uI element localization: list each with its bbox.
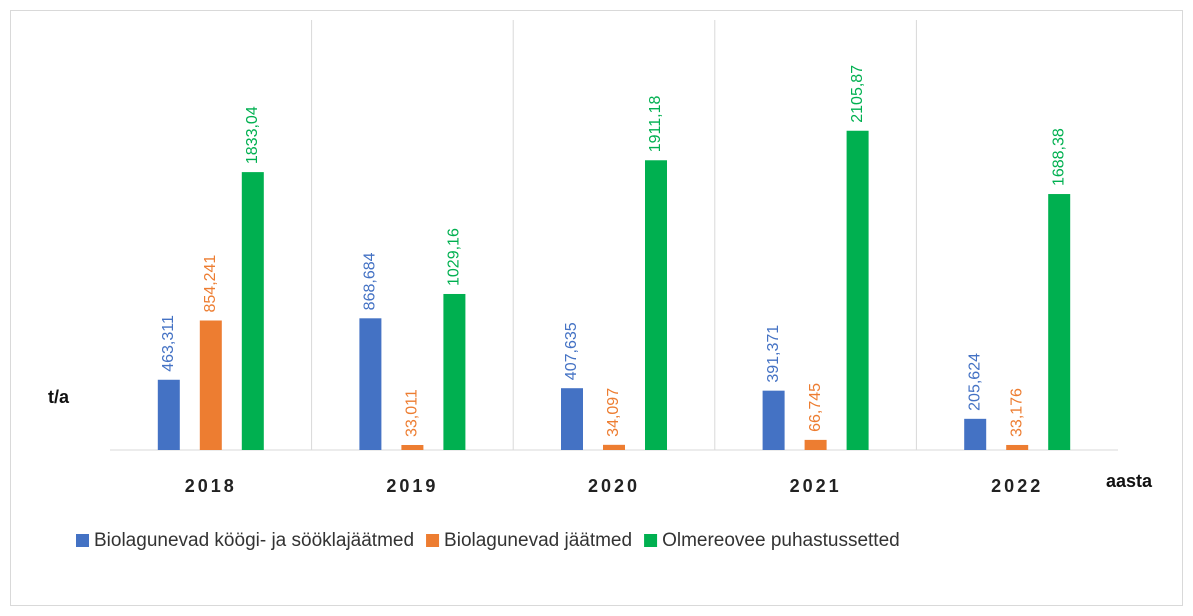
data-label: 1029,16: [446, 228, 463, 286]
bar: [645, 160, 667, 450]
data-label: 463,311: [160, 315, 177, 372]
bar: [199, 320, 222, 450]
x-tick-label: 2019: [386, 476, 438, 496]
data-label: 205,624: [966, 353, 983, 411]
bar: [359, 318, 382, 450]
legend-swatch: [426, 534, 440, 547]
bar: [964, 418, 987, 450]
data-label: 868,684: [362, 252, 379, 310]
chart-border: [10, 10, 1183, 606]
data-label: 1833,04: [244, 106, 261, 164]
x-tick-label: 2018: [185, 476, 237, 496]
bar: [157, 379, 180, 450]
x-tick-label: 2022: [991, 476, 1043, 496]
legend-swatch: [644, 534, 658, 547]
bar: [1048, 194, 1071, 450]
data-label: 407,635: [563, 322, 580, 380]
bar: [804, 439, 827, 450]
data-label: 33,176: [1008, 388, 1025, 437]
data-label: 66,745: [807, 383, 824, 432]
data-label: 854,241: [202, 255, 219, 313]
legend-label: Biolagunevad köögi- ja sööklajäätmed: [94, 530, 414, 551]
bar: [846, 130, 869, 450]
bar: [241, 172, 264, 450]
data-label: 1911,18: [647, 96, 664, 153]
x-tick-label: 2021: [790, 476, 842, 496]
data-label: 2105,87: [849, 65, 866, 123]
bar: [443, 293, 466, 450]
data-label: 33,011: [404, 389, 421, 437]
x-tick-label: 2020: [588, 476, 640, 496]
legend-swatch: [76, 534, 89, 547]
legend-label: Olmereovee puhastussetted: [662, 530, 900, 551]
bar: [1006, 444, 1029, 450]
bar: [401, 444, 424, 450]
legend-label: Biolagunevad jäätmed: [444, 530, 632, 551]
data-label: 391,371: [765, 325, 782, 383]
bar: [561, 388, 583, 450]
x-axis-label: aasta: [1106, 471, 1153, 491]
y-axis-label: t/a: [48, 387, 70, 407]
bar: [603, 444, 625, 450]
bar: [762, 390, 785, 450]
data-label: 34,097: [605, 388, 622, 437]
data-label: 1688,38: [1050, 128, 1067, 186]
